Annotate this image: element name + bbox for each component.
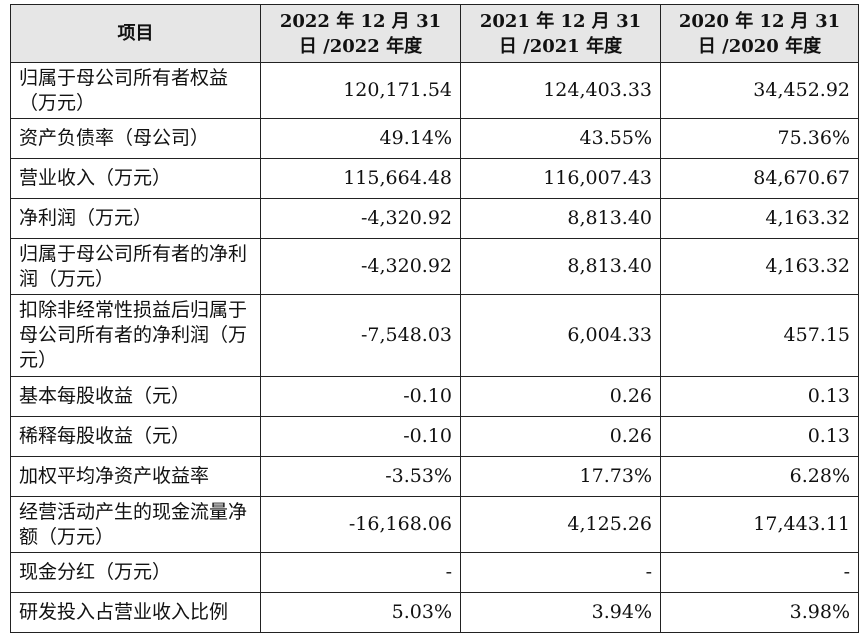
row-label: 资产负债率（母公司） (10, 118, 261, 159)
cell-2022: -7,548.03 (260, 294, 461, 377)
row-label: 基本每股收益（元） (10, 376, 261, 417)
cell-2022: -16,168.06 (260, 496, 461, 553)
cell-2022: -4,320.92 (260, 198, 461, 239)
row-label: 净利润（万元） (10, 198, 261, 239)
cell-2020: 4,163.32 (660, 238, 859, 295)
row-label: 稀释每股收益（元） (10, 416, 261, 457)
cell-2021: - (460, 552, 661, 593)
cell-2020: 75.36% (660, 118, 859, 159)
financial-data-table: 项目 2022 年 12 月 31 日 /2022 年度 2021 年 12 月… (10, 4, 859, 633)
cell-2021: 0.26 (460, 416, 661, 457)
table-row: 加权平均净资产收益率 -3.53% 17.73% 6.28% (10, 456, 859, 497)
table-row: 归属于母公司所有者权益（万元） 120,171.54 124,403.33 34… (10, 62, 859, 119)
cell-2022: 5.03% (260, 592, 461, 633)
cell-2021: 8,813.40 (460, 238, 661, 295)
cell-2022: 49.14% (260, 118, 461, 159)
header-2022: 2022 年 12 月 31 日 /2022 年度 (260, 4, 461, 63)
table-row: 归属于母公司所有者的净利润（万元） -4,320.92 8,813.40 4,1… (10, 238, 859, 295)
header-item: 项目 (10, 4, 261, 63)
header-2020: 2020 年 12 月 31 日 /2020 年度 (660, 4, 859, 63)
cell-2020: 3.98% (660, 592, 859, 633)
cell-2020: 6.28% (660, 456, 859, 497)
cell-2022: 120,171.54 (260, 62, 461, 119)
cell-2021: 4,125.26 (460, 496, 661, 553)
row-label: 加权平均净资产收益率 (10, 456, 261, 497)
cell-2021: 8,813.40 (460, 198, 661, 239)
table-row: 现金分红（万元） - - - (10, 552, 859, 593)
cell-2021: 0.26 (460, 376, 661, 417)
cell-2021: 3.94% (460, 592, 661, 633)
table-row: 资产负债率（母公司） 49.14% 43.55% 75.36% (10, 118, 859, 159)
table-row: 经营活动产生的现金流量净额（万元） -16,168.06 4,125.26 17… (10, 496, 859, 553)
table-row: 营业收入（万元） 115,664.48 116,007.43 84,670.67 (10, 158, 859, 199)
cell-2021: 6,004.33 (460, 294, 661, 377)
cell-2020: 84,670.67 (660, 158, 859, 199)
row-label: 经营活动产生的现金流量净额（万元） (10, 496, 261, 553)
row-label: 归属于母公司所有者的净利润（万元） (10, 238, 261, 295)
cell-2020: 34,452.92 (660, 62, 859, 119)
cell-2022: -0.10 (260, 416, 461, 457)
cell-2020: 0.13 (660, 376, 859, 417)
cell-2020: 0.13 (660, 416, 859, 457)
header-2021: 2021 年 12 月 31 日 /2021 年度 (460, 4, 661, 63)
cell-2021: 124,403.33 (460, 62, 661, 119)
table-row: 研发投入占营业收入比例 5.03% 3.94% 3.98% (10, 592, 859, 633)
cell-2021: 17.73% (460, 456, 661, 497)
table-row: 基本每股收益（元） -0.10 0.26 0.13 (10, 376, 859, 417)
cell-2022: -3.53% (260, 456, 461, 497)
cell-2022: -4,320.92 (260, 238, 461, 295)
row-label: 营业收入（万元） (10, 158, 261, 199)
cell-2020: 457.15 (660, 294, 859, 377)
cell-2021: 116,007.43 (460, 158, 661, 199)
cell-2020: 17,443.11 (660, 496, 859, 553)
table-header-row: 项目 2022 年 12 月 31 日 /2022 年度 2021 年 12 月… (10, 4, 859, 63)
row-label: 现金分红（万元） (10, 552, 261, 593)
cell-2020: 4,163.32 (660, 198, 859, 239)
table-row: 稀释每股收益（元） -0.10 0.26 0.13 (10, 416, 859, 457)
table-row: 扣除非经常性损益后归属于母公司所有者的净利润（万元） -7,548.03 6,0… (10, 294, 859, 377)
row-label: 扣除非经常性损益后归属于母公司所有者的净利润（万元） (10, 294, 261, 377)
table-row: 净利润（万元） -4,320.92 8,813.40 4,163.32 (10, 198, 859, 239)
cell-2020: - (660, 552, 859, 593)
cell-2022: - (260, 552, 461, 593)
cell-2022: -0.10 (260, 376, 461, 417)
cell-2021: 43.55% (460, 118, 661, 159)
row-label: 研发投入占营业收入比例 (10, 592, 261, 633)
cell-2022: 115,664.48 (260, 158, 461, 199)
row-label: 归属于母公司所有者权益（万元） (10, 62, 261, 119)
